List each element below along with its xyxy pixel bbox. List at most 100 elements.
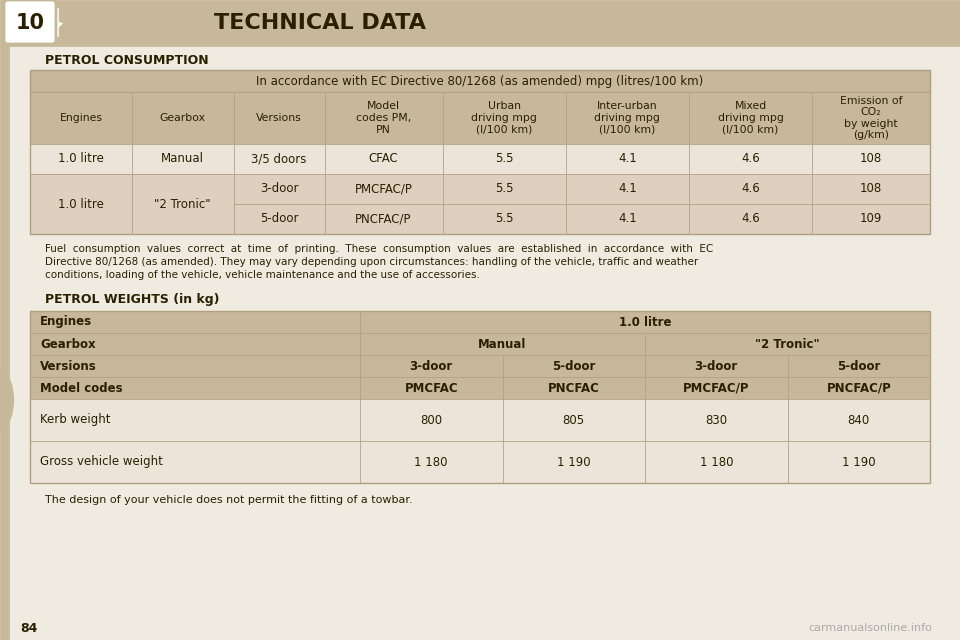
Bar	[812, 144, 930, 174]
Bar	[30, 399, 360, 441]
Bar	[360, 333, 645, 355]
Text: 5.5: 5.5	[494, 152, 514, 166]
FancyBboxPatch shape	[4, 0, 56, 44]
Text: 805: 805	[563, 413, 585, 426]
Bar	[360, 441, 502, 483]
Bar	[0, 0, 960, 46]
Bar	[812, 92, 930, 144]
Text: 5.5: 5.5	[494, 182, 514, 195]
Bar	[787, 377, 930, 399]
Bar	[689, 174, 812, 204]
Text: 1.0 litre: 1.0 litre	[619, 316, 671, 328]
Bar	[443, 204, 565, 234]
Text: 5-door: 5-door	[837, 360, 880, 372]
Text: PMCFAC/P: PMCFAC/P	[683, 381, 750, 394]
Bar	[324, 174, 443, 204]
Bar	[645, 355, 787, 377]
Text: PNCFAC/P: PNCFAC/P	[827, 381, 891, 394]
Text: 830: 830	[706, 413, 728, 426]
Text: 109: 109	[860, 212, 882, 225]
Text: 1 180: 1 180	[700, 456, 733, 468]
Text: "2 Tronic": "2 Tronic"	[756, 337, 820, 351]
Text: 800: 800	[420, 413, 443, 426]
Text: 4.6: 4.6	[741, 212, 760, 225]
Bar	[30, 355, 360, 377]
Bar	[787, 355, 930, 377]
Text: 1 190: 1 190	[842, 456, 876, 468]
Bar	[360, 399, 502, 441]
Text: 4.6: 4.6	[741, 152, 760, 166]
Text: 1.0 litre: 1.0 litre	[58, 198, 104, 211]
Text: 3/5 doors: 3/5 doors	[252, 152, 307, 166]
Text: 1 180: 1 180	[415, 456, 448, 468]
Bar	[502, 441, 645, 483]
Text: Fuel  consumption  values  correct  at  time  of  printing.  These  consumption : Fuel consumption values correct at time …	[45, 244, 713, 254]
Bar	[30, 333, 360, 355]
Bar	[443, 144, 565, 174]
Bar	[30, 70, 930, 234]
Text: Emission of
CO₂
by weight
(g/km): Emission of CO₂ by weight (g/km)	[840, 95, 902, 140]
Text: 4.1: 4.1	[618, 212, 636, 225]
Text: Versions: Versions	[256, 113, 302, 123]
Text: 3-door: 3-door	[410, 360, 453, 372]
Text: Model
codes PM,
PN: Model codes PM, PN	[356, 101, 411, 134]
Bar	[689, 204, 812, 234]
Ellipse shape	[0, 370, 14, 430]
Text: CFAC: CFAC	[369, 152, 398, 166]
Bar	[132, 174, 233, 204]
Text: Kerb weight: Kerb weight	[40, 413, 110, 426]
Bar	[30, 311, 360, 333]
Bar	[50, 8, 58, 36]
Bar	[812, 204, 930, 234]
Bar	[30, 441, 360, 483]
Bar	[132, 174, 233, 234]
Bar	[360, 355, 502, 377]
Text: Engines: Engines	[60, 113, 103, 123]
Bar	[233, 204, 324, 234]
Text: PMCFAC/P: PMCFAC/P	[354, 182, 413, 195]
Text: Directive 80/1268 (as amended). They may vary depending upon circumstances: hand: Directive 80/1268 (as amended). They may…	[45, 257, 698, 267]
Bar	[787, 399, 930, 441]
Text: Versions: Versions	[40, 360, 97, 372]
Text: Inter-urban
driving mpg
(l/100 km): Inter-urban driving mpg (l/100 km)	[594, 101, 660, 134]
Bar	[689, 92, 812, 144]
Bar	[787, 441, 930, 483]
Bar	[812, 174, 930, 204]
Bar	[30, 174, 132, 204]
Bar	[132, 144, 233, 174]
Bar	[565, 174, 689, 204]
Bar	[30, 311, 930, 483]
Bar	[689, 144, 812, 174]
Text: 5.5: 5.5	[494, 212, 514, 225]
Bar	[360, 377, 502, 399]
Bar	[645, 333, 930, 355]
Bar	[443, 174, 565, 204]
Bar	[324, 204, 443, 234]
Text: PNCFAC/P: PNCFAC/P	[355, 212, 412, 225]
Bar	[30, 204, 132, 234]
Text: Gross vehicle weight: Gross vehicle weight	[40, 456, 163, 468]
Bar	[30, 377, 360, 399]
Bar	[565, 204, 689, 234]
Text: 4.1: 4.1	[618, 182, 636, 195]
Bar	[0, 46, 9, 640]
Text: Mixed
driving mpg
(l/100 km): Mixed driving mpg (l/100 km)	[717, 101, 783, 134]
Bar	[324, 92, 443, 144]
Bar	[132, 204, 233, 234]
Text: PMCFAC: PMCFAC	[404, 381, 458, 394]
Text: 3-door: 3-door	[260, 182, 299, 195]
Text: conditions, loading of the vehicle, vehicle maintenance and the use of accessori: conditions, loading of the vehicle, vehi…	[45, 270, 480, 280]
Text: 5-door: 5-door	[260, 212, 299, 225]
Bar	[502, 399, 645, 441]
Bar	[30, 70, 930, 92]
Bar	[30, 92, 132, 144]
Bar	[502, 377, 645, 399]
Text: PETROL WEIGHTS (in kg): PETROL WEIGHTS (in kg)	[45, 293, 220, 306]
Text: PNCFAC: PNCFAC	[548, 381, 600, 394]
Text: In accordance with EC Directive 80/1268 (as amended) mpg (litres/100 km): In accordance with EC Directive 80/1268 …	[256, 74, 704, 88]
Text: 840: 840	[848, 413, 870, 426]
Text: 5-door: 5-door	[552, 360, 595, 372]
Bar	[502, 355, 645, 377]
Text: Manual: Manual	[478, 337, 527, 351]
Bar	[565, 144, 689, 174]
